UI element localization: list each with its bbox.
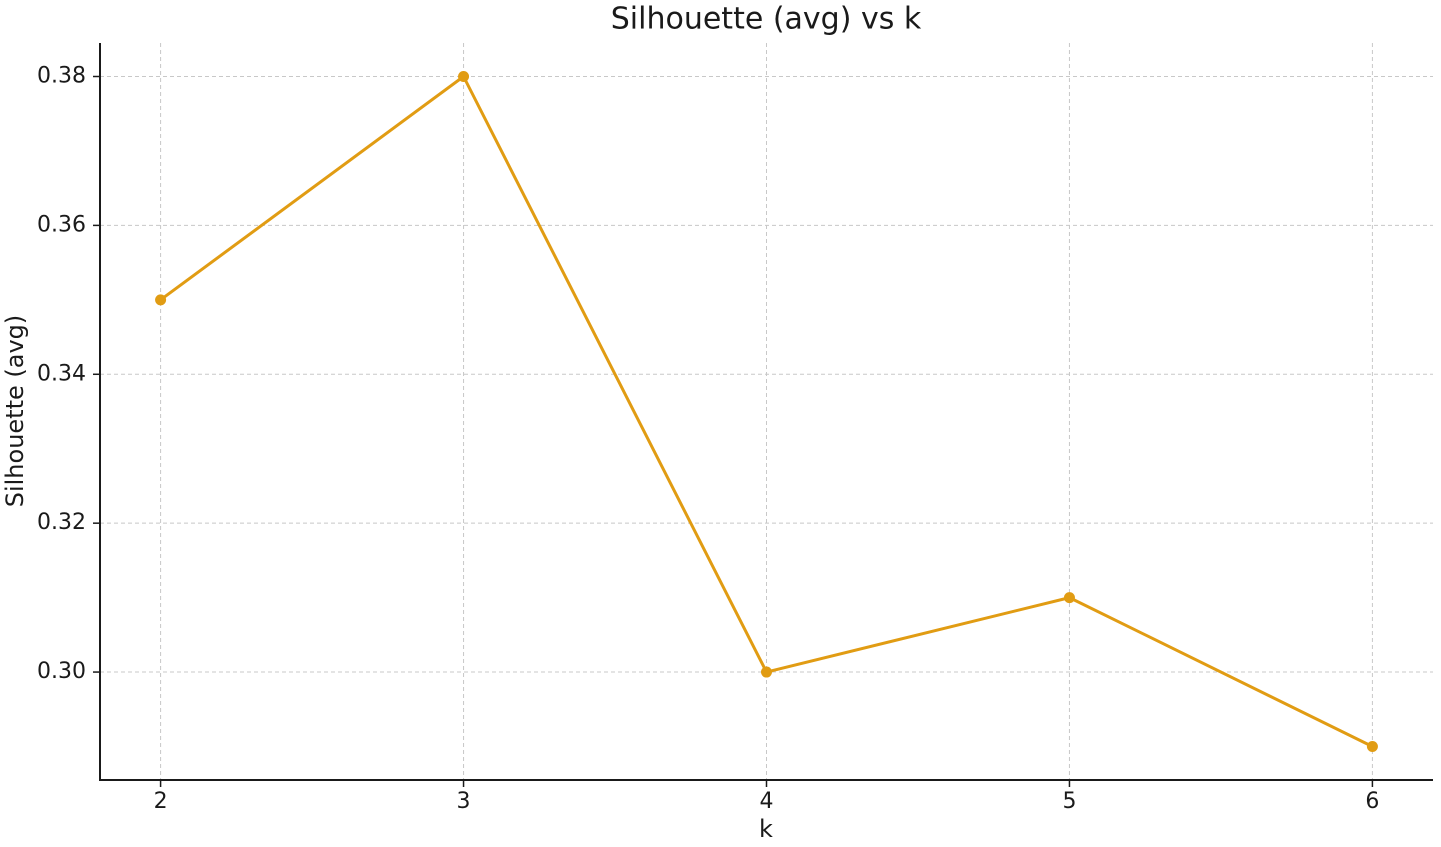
y-tick-label: 0.32 — [37, 510, 86, 535]
y-tick-label: 0.30 — [37, 659, 86, 684]
x-tick-label: 5 — [1062, 789, 1076, 814]
x-tick-label: 3 — [457, 789, 471, 814]
data-point — [458, 71, 470, 82]
x-tick-label: 4 — [760, 789, 774, 814]
data-point — [1366, 741, 1378, 752]
y-tick-label: 0.36 — [37, 212, 86, 237]
x-axis-label: k — [759, 815, 773, 843]
data-point — [155, 294, 167, 306]
y-tick-label: 0.34 — [37, 361, 86, 386]
data-point — [1063, 592, 1075, 604]
data-point — [761, 666, 772, 678]
x-tick-label: 2 — [154, 789, 168, 814]
y-axis-label: Silhouette (avg) — [1, 315, 29, 508]
chart-title: Silhouette (avg) vs k — [611, 2, 922, 37]
x-tick-label: 6 — [1365, 789, 1379, 814]
y-tick-label: 0.38 — [37, 64, 86, 89]
